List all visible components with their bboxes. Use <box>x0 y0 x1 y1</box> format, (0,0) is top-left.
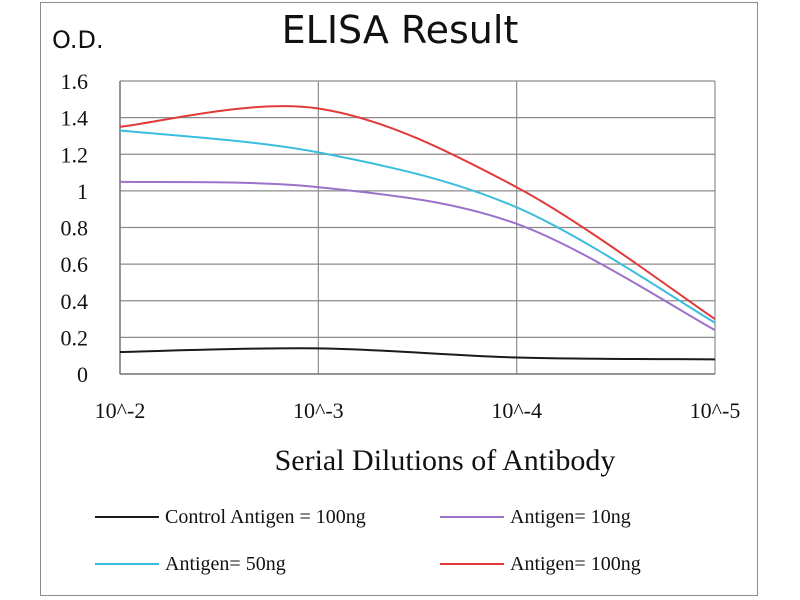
y-tick-label: 0.2 <box>61 325 89 350</box>
y-tick-label: 0.4 <box>61 289 89 314</box>
y-tick-label: 1.6 <box>61 69 89 94</box>
legend-swatch <box>95 516 159 518</box>
series-lines <box>119 105 716 361</box>
legend-swatch <box>440 516 504 518</box>
x-tick-label: 10^-2 <box>95 398 146 423</box>
y-tick-label: 1 <box>77 179 88 204</box>
y-tick-label: 0 <box>77 362 88 387</box>
series-line-0 <box>119 347 716 361</box>
y-tick-label: 0.6 <box>61 252 89 277</box>
legend-label: Control Antigen = 100ng <box>165 505 366 528</box>
legend-item-0: Control Antigen = 100ng <box>95 502 366 532</box>
x-tick-labels: 10^-2 10^-3 10^-4 10^-5 <box>95 398 741 423</box>
y-axis-label: O.D. <box>52 26 104 54</box>
legend-label: Antigen= 10ng <box>510 505 631 528</box>
legend-item-1: Antigen= 10ng <box>440 502 631 532</box>
y-tick-label: 1.4 <box>61 106 89 131</box>
legend-swatch <box>440 563 504 565</box>
y-tick-labels: 0 0.2 0.4 0.6 0.8 1 1.2 1.4 1.6 <box>61 69 89 387</box>
x-axis-label: Serial Dilutions of Antibody <box>274 444 616 477</box>
x-tick-label: 10^-3 <box>293 398 344 423</box>
legend-label: Antigen= 100ng <box>510 552 641 575</box>
legend-swatch <box>95 563 159 565</box>
legend-label: Antigen= 50ng <box>165 552 286 575</box>
legend-item-3: Antigen= 100ng <box>440 549 641 579</box>
series-line-2 <box>119 129 716 324</box>
series-line-3 <box>119 105 716 320</box>
y-tick-label: 1.2 <box>61 142 89 167</box>
x-tick-label: 10^-5 <box>690 398 741 423</box>
grid-lines <box>119 80 716 375</box>
series-line-1 <box>119 180 716 331</box>
y-tick-label: 0.8 <box>61 216 89 241</box>
chart-frame <box>40 2 758 596</box>
legend-item-2: Antigen= 50ng <box>95 549 286 579</box>
chart-title: ELISA Result <box>281 8 519 52</box>
x-tick-label: 10^-4 <box>491 398 542 423</box>
